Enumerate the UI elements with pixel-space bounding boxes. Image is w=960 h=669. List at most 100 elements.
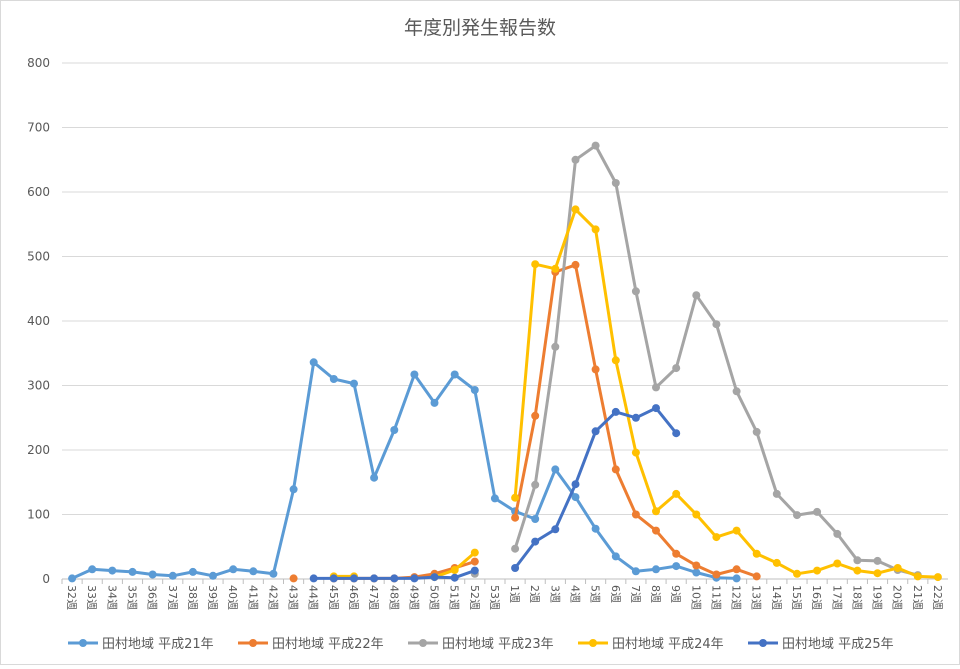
data-point bbox=[732, 526, 741, 535]
x-tick-label: 41週 bbox=[246, 585, 259, 610]
x-tick-label: 37週 bbox=[166, 585, 179, 610]
x-tick-label: 15週 bbox=[790, 585, 803, 610]
data-point bbox=[511, 564, 520, 572]
data-point bbox=[752, 549, 761, 558]
data-point bbox=[128, 567, 137, 576]
data-point bbox=[309, 358, 318, 367]
data-point bbox=[692, 291, 701, 300]
data-point bbox=[752, 427, 761, 436]
data-point bbox=[108, 566, 117, 575]
y-tick-label: 400 bbox=[27, 314, 50, 328]
data-point bbox=[652, 507, 660, 516]
x-tick-label: 3週 bbox=[548, 585, 561, 603]
x-tick-label: 51週 bbox=[448, 585, 461, 610]
data-point bbox=[410, 370, 419, 379]
data-point bbox=[148, 570, 157, 579]
data-point bbox=[410, 574, 419, 583]
x-tick-label: 48週 bbox=[387, 585, 400, 610]
data-point bbox=[732, 565, 741, 574]
data-point bbox=[350, 379, 358, 388]
x-tick-label: 32週 bbox=[65, 585, 78, 610]
legend-item: 田村地域 平成21年 bbox=[68, 637, 214, 652]
data-point bbox=[551, 465, 560, 474]
x-tick-label: 9週 bbox=[669, 585, 682, 603]
x-tick-label: 19週 bbox=[871, 585, 884, 610]
data-point bbox=[611, 356, 620, 365]
x-tick-label: 12週 bbox=[730, 585, 743, 610]
gridlines bbox=[62, 62, 948, 580]
x-tick-label: 52週 bbox=[468, 585, 481, 610]
legend-label: 田村地域 平成22年 bbox=[272, 637, 384, 652]
data-point bbox=[692, 561, 701, 570]
data-point bbox=[571, 260, 580, 269]
data-point bbox=[571, 480, 580, 489]
data-point bbox=[813, 507, 822, 516]
data-point bbox=[712, 570, 721, 579]
data-point bbox=[672, 549, 681, 558]
y-tick-label: 100 bbox=[27, 508, 50, 522]
data-point bbox=[329, 375, 338, 383]
data-point bbox=[692, 510, 701, 519]
data-point bbox=[329, 574, 338, 583]
data-point bbox=[531, 260, 540, 269]
data-point bbox=[672, 562, 681, 571]
x-tick-label: 45週 bbox=[327, 585, 340, 610]
data-point bbox=[531, 515, 540, 523]
data-point bbox=[88, 565, 97, 574]
data-point bbox=[188, 567, 197, 576]
data-point bbox=[450, 370, 459, 379]
y-axis-ticks: 0 100 200 300 400 500 600 700 800 bbox=[27, 56, 50, 586]
data-point bbox=[611, 179, 620, 187]
legend-item: 田村地域 平成23年 bbox=[408, 637, 554, 652]
data-point bbox=[833, 529, 842, 538]
legend-label: 田村地域 平成23年 bbox=[442, 637, 554, 652]
data-point bbox=[732, 574, 741, 583]
data-point bbox=[370, 574, 379, 583]
x-tick-label: 36週 bbox=[146, 585, 159, 610]
data-point bbox=[591, 365, 600, 374]
x-tick-label: 13週 bbox=[750, 585, 763, 610]
data-point bbox=[732, 387, 741, 396]
x-tick-label: 7週 bbox=[629, 585, 642, 603]
data-point bbox=[652, 383, 660, 392]
data-point bbox=[853, 556, 862, 565]
data-point bbox=[591, 524, 600, 533]
data-point bbox=[692, 568, 701, 577]
data-point bbox=[772, 489, 781, 498]
data-point bbox=[511, 544, 520, 553]
x-tick-label: 39週 bbox=[206, 585, 219, 610]
legend-swatch-marker bbox=[419, 639, 427, 647]
data-point bbox=[289, 485, 298, 494]
y-tick-label: 800 bbox=[27, 56, 50, 70]
data-point bbox=[873, 556, 882, 565]
legend-label: 田村地域 平成25年 bbox=[782, 637, 894, 652]
data-point bbox=[229, 565, 238, 574]
data-point bbox=[933, 573, 942, 582]
data-point bbox=[450, 573, 459, 582]
data-point bbox=[430, 573, 439, 582]
data-point bbox=[631, 448, 640, 457]
data-point bbox=[470, 548, 479, 557]
x-tick-label: 38週 bbox=[186, 585, 199, 610]
data-point bbox=[652, 526, 660, 535]
x-tick-label: 4週 bbox=[568, 585, 581, 603]
legend-swatch-marker bbox=[79, 639, 87, 647]
x-tick-label: 5週 bbox=[589, 585, 602, 603]
data-point bbox=[591, 225, 600, 234]
x-tick-label: 6週 bbox=[609, 585, 622, 603]
data-point bbox=[752, 572, 761, 581]
data-point bbox=[309, 574, 318, 583]
x-tick-label: 42週 bbox=[266, 585, 279, 610]
series-5 bbox=[309, 404, 681, 583]
data-point bbox=[490, 494, 499, 503]
data-point bbox=[772, 558, 781, 567]
data-point bbox=[430, 398, 439, 407]
data-point bbox=[712, 533, 721, 542]
data-point bbox=[672, 364, 681, 373]
x-tick-label: 50週 bbox=[428, 585, 441, 610]
data-point bbox=[249, 567, 258, 576]
y-tick-label: 200 bbox=[27, 443, 50, 457]
